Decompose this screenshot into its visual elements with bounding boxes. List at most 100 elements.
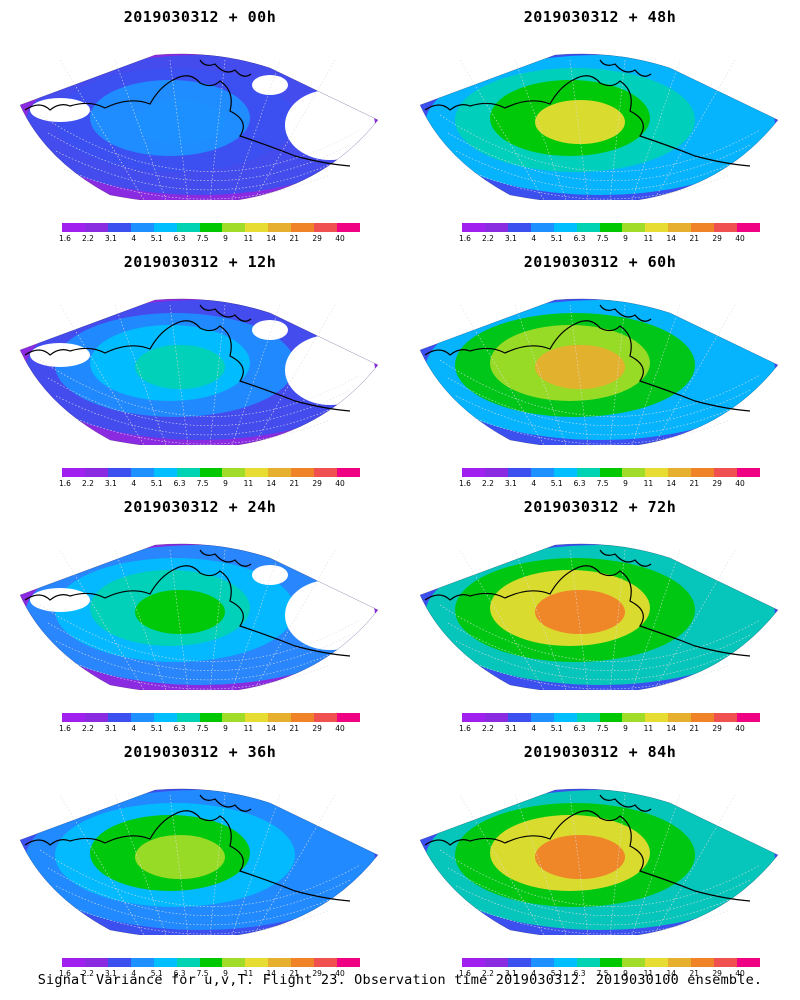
colorbar-tick-label: 3.1 bbox=[104, 724, 117, 733]
colorbar-swatch bbox=[199, 468, 223, 477]
colorbar-tick-label: 5.1 bbox=[550, 479, 563, 488]
colorbar-tick-label: 40 bbox=[335, 724, 345, 733]
colorbar-tick-label: 14 bbox=[266, 969, 277, 978]
colorbar-swatch bbox=[268, 223, 292, 232]
colorbar-tick-label: 1.6 bbox=[459, 969, 471, 978]
colorbar-swatch bbox=[337, 713, 360, 722]
colorbar-swatch bbox=[484, 468, 508, 477]
colorbar-tick-label: 9 bbox=[223, 234, 228, 243]
colorbar-swatch bbox=[668, 958, 692, 967]
colorbar-labels: 1.6 2.2 3.1 4 5.1 6.3 7.5 9 11 14 21 29 40 bbox=[459, 724, 760, 734]
colorbar-swatch bbox=[668, 713, 692, 722]
colorbar-swatch bbox=[176, 958, 200, 967]
colorbar-swatch bbox=[553, 713, 577, 722]
colorbar-tick-label: 1.6 bbox=[59, 234, 71, 243]
colorbar-swatch bbox=[507, 468, 531, 477]
colorbar-tick-label: 11 bbox=[243, 234, 254, 243]
colorbar-tick-label: 3.1 bbox=[104, 969, 117, 978]
map-panel: 2019030312 + 12h 1.6 2.2 3.1 4 5.1 6.3 7.5 9 11 14… bbox=[0, 245, 400, 490]
colorbar-swatch bbox=[337, 958, 360, 967]
colorbar-swatch bbox=[62, 958, 85, 967]
colorbar-tick-label: 40 bbox=[335, 969, 345, 978]
colorbar-labels: 1.6 2.2 3.1 4 5.1 6.3 7.5 9 11 14 21 29 40 bbox=[59, 724, 360, 734]
variance-map bbox=[19, 298, 379, 445]
colorbar-swatch bbox=[268, 713, 292, 722]
colorbar-tick-label: 9 bbox=[223, 969, 228, 978]
map-panel: 2019030312 + 72h 1.6 2.2 3.1 4 5.1 6.3 7.5 9 11 14… bbox=[400, 490, 800, 735]
colorbar-tick-label: 21 bbox=[689, 969, 699, 978]
colorbar-swatch bbox=[291, 713, 315, 722]
colorbar-tick-label: 4 bbox=[531, 724, 537, 733]
colorbar-tick-label: 7.5 bbox=[596, 969, 609, 978]
colorbar-tick-label: 2.2 bbox=[81, 234, 94, 243]
colorbar-tick-label: 40 bbox=[735, 969, 745, 978]
colorbar-tick-label: 6.3 bbox=[573, 234, 586, 243]
colorbar-swatch bbox=[222, 468, 246, 477]
colorbar-swatch bbox=[314, 958, 338, 967]
map-panel: 2019030312 + 84h 1.6 2.2 3.1 4 5.1 6.3 7.5 9 11 14… bbox=[400, 735, 800, 980]
colorbar-tick-label: 2.2 bbox=[81, 724, 94, 733]
colorbar-swatch bbox=[576, 958, 600, 967]
colorbar-tick-label: 7.5 bbox=[596, 724, 609, 733]
map-panel: 2019030312 + 60h 1.6 2.2 3.1 4 5.1 6.3 7.5 9 11 14… bbox=[400, 245, 800, 490]
colorbar-tick-label: 4 bbox=[131, 969, 137, 978]
colorbar-tick-label: 29 bbox=[712, 234, 722, 243]
colorbar-tick-label: 1.6 bbox=[459, 234, 471, 243]
map-panel: 2019030312 + 48h 1.6 2.2 3.1 4 5.1 6.3 7.5 9 11 14… bbox=[400, 0, 800, 245]
colorbar-swatch bbox=[462, 713, 485, 722]
colorbar-swatch bbox=[314, 468, 338, 477]
colorbar-swatch bbox=[222, 223, 246, 232]
colorbar-tick-label: 21 bbox=[689, 724, 699, 733]
colorbar-tick-label: 14 bbox=[666, 479, 677, 488]
colorbar-tick-label: 3.1 bbox=[504, 234, 517, 243]
colorbar-tick-label: 9 bbox=[223, 479, 228, 488]
colorbar-tick-label: 6.3 bbox=[573, 479, 586, 488]
colorbar-tick-label: 6.3 bbox=[173, 724, 186, 733]
colorbar-swatch bbox=[576, 468, 600, 477]
colorbar-swatch bbox=[645, 223, 669, 232]
colorbar-swatch bbox=[691, 468, 715, 477]
colorbar-tick-label: 4 bbox=[531, 479, 537, 488]
colorbar-tick-label: 2.2 bbox=[481, 479, 494, 488]
colorbar-tick-label: 11 bbox=[643, 234, 654, 243]
colorbar-swatch bbox=[668, 468, 692, 477]
variance-map bbox=[19, 543, 379, 690]
colorbar-swatch bbox=[222, 713, 246, 722]
colorbar-tick-label: 7.5 bbox=[196, 724, 209, 733]
colorbar-swatch bbox=[622, 713, 646, 722]
colorbar-tick-label: 29 bbox=[312, 724, 322, 733]
colorbar-tick-label: 1.6 bbox=[59, 724, 71, 733]
colorbar-swatch bbox=[714, 713, 738, 722]
colorbar-swatch bbox=[599, 468, 623, 477]
colorbar-swatch bbox=[62, 713, 85, 722]
map-panel: 2019030312 + 36h 1.6 2.2 3.1 4 5.1 6.3 7.5 9 11 14… bbox=[0, 735, 400, 980]
colorbar-swatch bbox=[576, 713, 600, 722]
colorbar-swatch bbox=[714, 468, 738, 477]
colorbar-swatch bbox=[553, 223, 577, 232]
colorbar-swatch bbox=[599, 223, 623, 232]
colorbar-tick-label: 1.6 bbox=[459, 724, 471, 733]
colorbar-swatch bbox=[530, 713, 554, 722]
colorbar-swatch bbox=[199, 958, 223, 967]
colorbar-tick-label: 11 bbox=[243, 724, 254, 733]
colorbar-tick-label: 14 bbox=[666, 724, 677, 733]
panel-title: 2019030312 + 60h bbox=[523, 253, 677, 271]
colorbar-tick-label: 7.5 bbox=[596, 234, 609, 243]
colorbar-swatch bbox=[622, 468, 646, 477]
colorbar-tick-label: 5.1 bbox=[150, 234, 163, 243]
colorbar-swatch bbox=[130, 713, 154, 722]
colorbar-swatch bbox=[107, 223, 131, 232]
figure-caption: Signal Variance for u,v,T. Flight 23. Ob… bbox=[37, 972, 763, 988]
colorbar-tick-label: 11 bbox=[243, 969, 254, 978]
colorbar-swatch bbox=[268, 958, 292, 967]
panel-title: 2019030312 + 36h bbox=[123, 743, 277, 761]
colorbar-swatch bbox=[107, 468, 131, 477]
panel-title: 2019030312 + 00h bbox=[123, 8, 277, 26]
panel-title: 2019030312 + 24h bbox=[123, 498, 277, 516]
colorbar-swatch bbox=[222, 958, 246, 967]
colorbar-tick-label: 21 bbox=[289, 479, 299, 488]
colorbar-swatch bbox=[507, 223, 531, 232]
colorbar-swatch bbox=[553, 468, 577, 477]
panel-title: 2019030312 + 12h bbox=[123, 253, 277, 271]
colorbar-swatch bbox=[130, 958, 154, 967]
